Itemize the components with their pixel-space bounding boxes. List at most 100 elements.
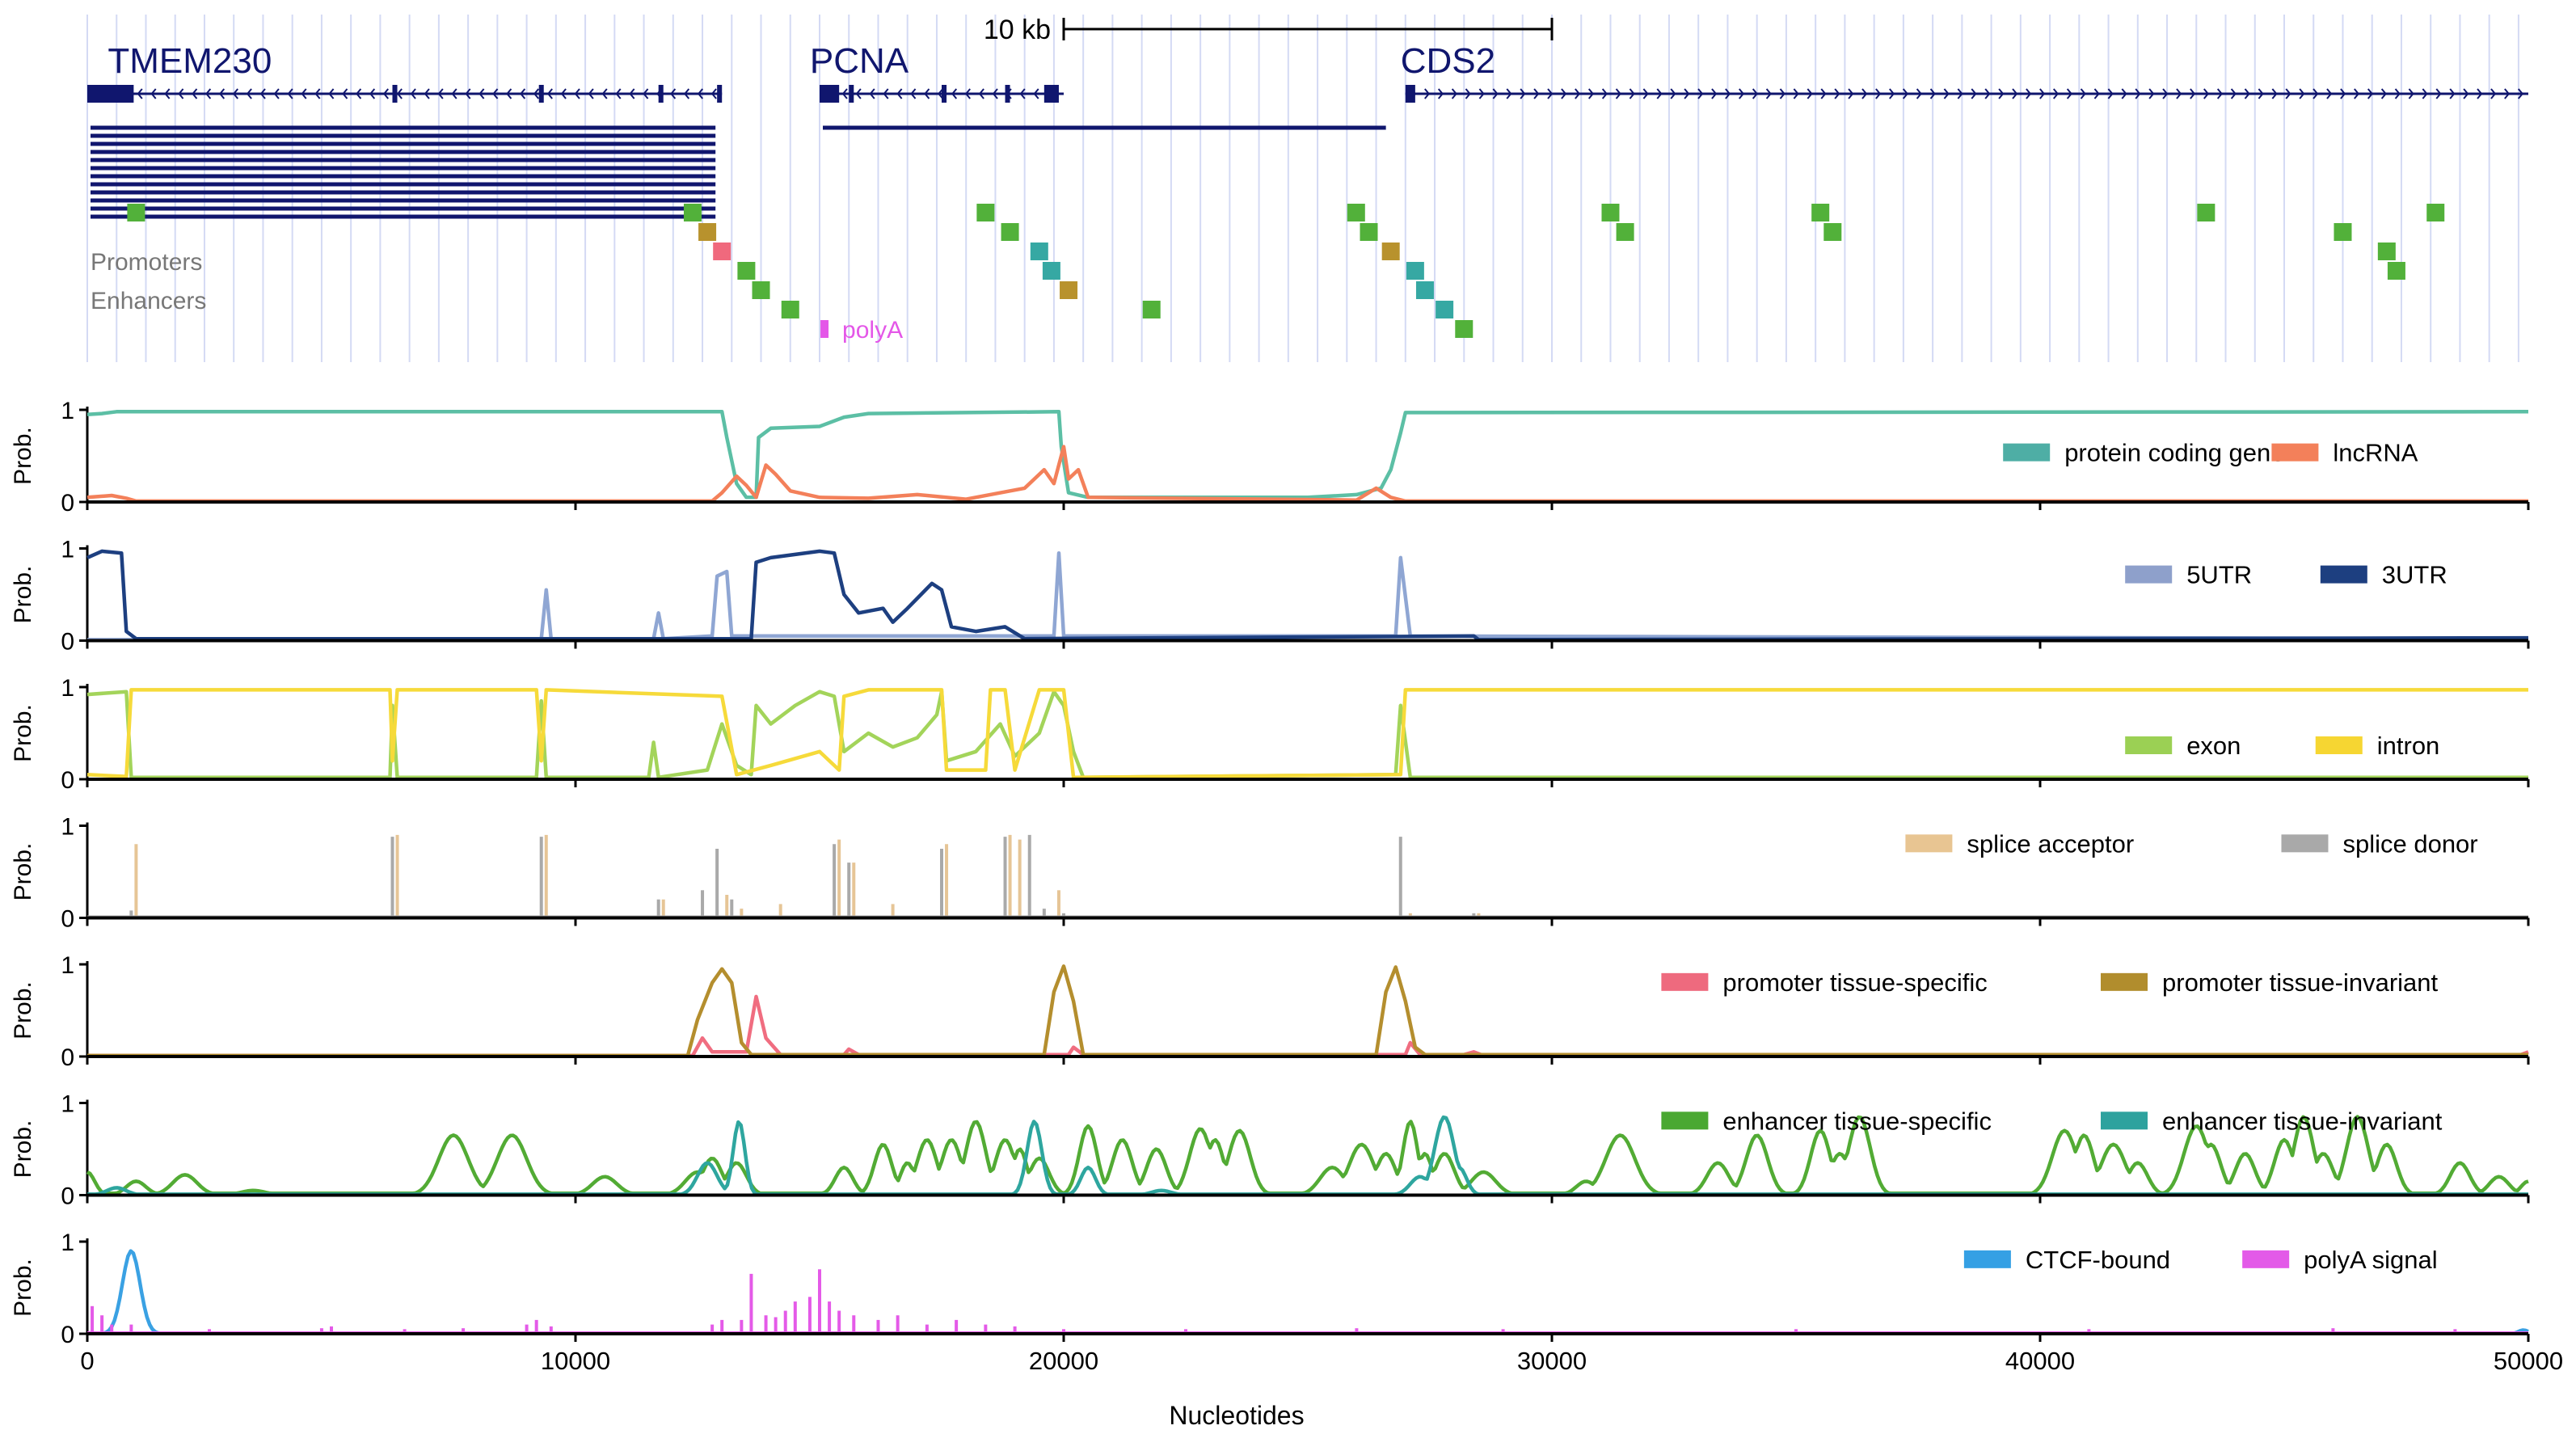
series-line <box>86 550 2529 642</box>
strand-arrow <box>978 88 984 99</box>
series-line <box>86 688 2528 779</box>
legend-label: 5UTR <box>2186 561 2252 589</box>
panel: 1 0 Prob. splice acceptor splice donor <box>10 814 2530 933</box>
regulatory-box-promoter_ti <box>698 223 717 241</box>
strand-arrow <box>437 88 444 99</box>
enhancers-label: Enhancers <box>91 288 206 314</box>
strand-arrow <box>1793 88 1799 99</box>
strand-arrow <box>1520 88 1526 99</box>
regulatory-box-enhancer_ts <box>1455 320 1474 338</box>
strand-arrow <box>1629 88 1635 99</box>
strand-arrow <box>2449 88 2456 99</box>
strand-arrow <box>1861 88 1868 99</box>
strand-arrow <box>1820 88 1827 99</box>
strand-arrow <box>164 88 171 99</box>
strand-arrow <box>1998 88 2005 99</box>
x-tick-label: 50000 <box>2494 1347 2563 1375</box>
strand-arrow <box>1765 88 1772 99</box>
regulatory-box-enhancer_ts <box>2197 204 2216 221</box>
x-tick-label: 20000 <box>1029 1347 1098 1375</box>
series-3utr <box>86 549 2529 642</box>
strand-arrow <box>382 88 390 99</box>
scale-bar: 10 kb <box>984 15 1554 45</box>
strand-arrow <box>2039 88 2046 99</box>
x-tick-label: 40000 <box>2005 1347 2075 1375</box>
strand-arrow <box>588 88 594 99</box>
legend-label: CTCF-bound <box>2026 1246 2170 1274</box>
exon-block <box>538 85 544 103</box>
regulatory-box-enhancer_ts <box>781 301 799 318</box>
x-axis: Nucleotides 0 10000 20000 30000 40000 50000 <box>80 1347 2563 1430</box>
strand-arrow <box>259 88 266 99</box>
strand-arrow <box>287 88 293 99</box>
strand-arrow <box>137 88 143 99</box>
gene-track: TMEM230 PCNA CDS2 <box>87 41 2528 219</box>
gene-name: TMEM230 <box>108 41 272 81</box>
panel: 1 0 Prob. protein coding gene lncRNA <box>10 398 2530 517</box>
strand-arrow <box>629 88 635 99</box>
strand-arrow <box>2080 88 2086 99</box>
regulatory-box-enhancer_ts <box>1142 301 1161 318</box>
strand-arrow <box>601 88 608 99</box>
strand-arrow <box>2463 88 2469 99</box>
series-enhancer-tissue-specific <box>86 1115 2529 1196</box>
strand-arrow <box>342 88 348 99</box>
strand-arrow <box>1929 88 1936 99</box>
strand-arrow <box>520 88 526 99</box>
strand-arrow <box>451 88 457 99</box>
strand-arrow <box>2517 88 2524 99</box>
legend-label: exon <box>2186 732 2241 760</box>
strand-arrow <box>1424 88 1431 99</box>
legend-label: promoter tissue-specific <box>1722 968 1987 997</box>
strand-arrow <box>1739 88 1745 99</box>
legend-label: splice acceptor <box>1967 829 2134 858</box>
regulatory-box-enhancer_ts <box>1347 204 1365 221</box>
strand-arrow <box>1807 88 1813 99</box>
strand-arrow <box>2066 88 2072 99</box>
strand-arrow <box>273 88 280 99</box>
series-exon <box>86 690 2528 779</box>
strand-arrow <box>1575 88 1581 99</box>
strand-arrow <box>2299 88 2305 99</box>
strand-arrow <box>424 88 430 99</box>
exon-block <box>717 85 723 103</box>
legend-swatch <box>1963 1250 2011 1268</box>
strand-arrow <box>560 88 567 99</box>
strand-arrow <box>218 88 226 99</box>
legend-label: intron <box>2377 732 2440 760</box>
strand-arrow <box>670 88 677 99</box>
regulatory-box-enhancer_ts <box>1811 204 1830 221</box>
y-axis-label: Prob. <box>10 427 36 485</box>
regulatory-box-enhancer_ti <box>1042 262 1060 280</box>
y-tick-label: 0 <box>61 490 74 517</box>
strand-arrow <box>2312 88 2319 99</box>
strand-arrow <box>2230 88 2237 99</box>
legend-swatch <box>2101 1111 2148 1130</box>
strand-arrow <box>1437 88 1444 99</box>
regulatory-box-enhancer_ts <box>2387 262 2405 280</box>
strand-arrow <box>1601 88 1608 99</box>
strand-arrow <box>410 88 416 99</box>
exon-block <box>849 85 854 103</box>
y-axis-label: Prob. <box>10 566 36 624</box>
strand-arrow <box>178 88 184 99</box>
regulatory-box-enhancer_ts <box>1360 223 1378 241</box>
strand-arrow <box>2216 88 2223 99</box>
y-tick-label: 0 <box>61 906 74 933</box>
strand-arrow <box>1957 88 1963 99</box>
regulatory-box-enhancer_ts <box>1601 204 1620 221</box>
regulatory-box-promoter_ti <box>1060 281 1078 299</box>
strand-arrow <box>1547 88 1554 99</box>
scale-bar-label: 10 kb <box>984 15 1051 45</box>
legend-label: enhancer tissue-specific <box>1722 1107 1992 1135</box>
strand-arrow <box>328 88 335 99</box>
panel: 1 0 Prob. 5UTR 3UTR <box>10 537 2530 656</box>
strand-arrow <box>938 88 944 99</box>
strand-arrow <box>992 88 998 99</box>
panel: 1 0 Prob. exon intron <box>10 675 2530 794</box>
browser-gridlines <box>86 15 2519 362</box>
strand-arrow <box>2285 88 2291 99</box>
strand-arrow <box>2477 88 2483 99</box>
strand-arrow <box>2408 88 2414 99</box>
strand-arrow <box>883 88 889 99</box>
